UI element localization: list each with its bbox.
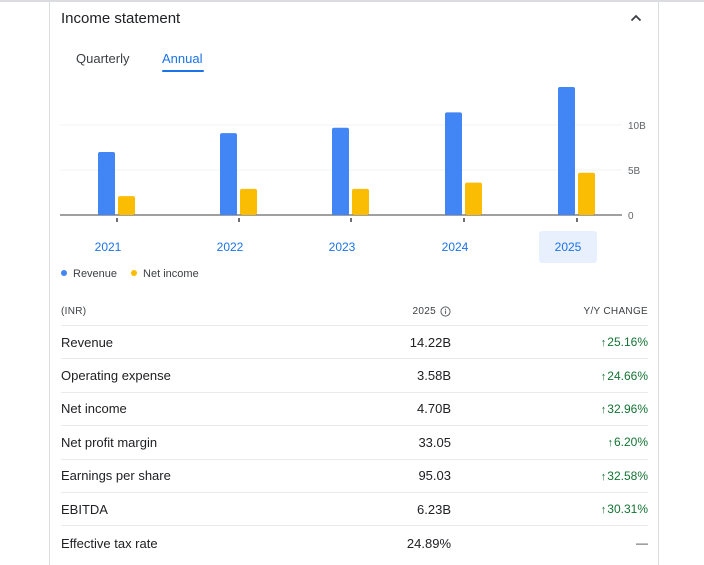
- y-tick-label: 0: [628, 211, 634, 222]
- row-change: ↑32.58%: [451, 469, 648, 483]
- arrow-up-icon: ↑: [600, 504, 607, 517]
- legend-net-income: Net income: [131, 268, 199, 280]
- table-row: Net income 4.70B ↑32.96%: [61, 393, 648, 427]
- tab-annual[interactable]: Annual: [162, 51, 203, 66]
- chevron-up-icon[interactable]: [628, 10, 644, 26]
- change-text: 24.66%: [607, 368, 648, 383]
- header-year: 2025: [351, 306, 451, 317]
- card-title: Income statement: [61, 10, 181, 27]
- revenue-bar: [558, 87, 575, 215]
- info-icon[interactable]: [440, 306, 451, 317]
- change-text: 32.58%: [607, 468, 648, 483]
- row-change: ↑6.20%: [451, 435, 648, 449]
- chart-legend: Revenue Net income: [61, 268, 199, 280]
- income-table: (INR) 2025 Y/Y CHANGE Revenue 14.22B ↑25.1…: [61, 298, 648, 560]
- row-change: ↑24.66%: [451, 369, 648, 383]
- row-change: —: [451, 536, 648, 550]
- row-label: Net profit margin: [61, 434, 158, 450]
- table-row: Revenue 14.22B ↑25.16%: [61, 326, 648, 360]
- table-row: Operating expense 3.58B ↑24.66%: [61, 359, 648, 393]
- row-change: ↑32.96%: [451, 402, 648, 416]
- table-header: (INR) 2025 Y/Y CHANGE: [61, 298, 648, 326]
- row-change: ↑25.16%: [451, 335, 648, 349]
- arrow-up-icon: ↑: [600, 403, 607, 416]
- header-currency: (INR): [61, 306, 87, 317]
- year-label[interactable]: 2024: [442, 240, 469, 254]
- row-label: Effective tax rate: [61, 535, 158, 551]
- y-tick-label: 10B: [628, 121, 646, 132]
- row-label: Operating expense: [61, 368, 171, 384]
- revenue-bar: [98, 152, 115, 215]
- row-change: ↑30.31%: [451, 502, 648, 516]
- change-text: 6.20%: [613, 435, 648, 450]
- selected-year-highlight[interactable]: [539, 231, 597, 263]
- net-income-bar: [118, 196, 135, 215]
- row-value: 3.58B: [417, 368, 451, 384]
- table-row: Net profit margin 33.05 ↑6.20%: [61, 426, 648, 460]
- y-tick-label: 5B: [628, 166, 641, 177]
- year-label[interactable]: 2023: [329, 240, 356, 254]
- row-label: EBITDA: [61, 501, 108, 517]
- active-tab-indicator: [162, 70, 204, 72]
- change-text: 25.16%: [607, 335, 648, 350]
- row-value: 6.23B: [417, 501, 451, 517]
- row-value: 33.05: [418, 434, 451, 450]
- row-value: 24.89%: [406, 535, 451, 551]
- change-text: 32.96%: [607, 401, 648, 416]
- change-text: 30.31%: [607, 502, 648, 517]
- net-income-bar: [352, 188, 369, 215]
- revenue-bar: [220, 133, 237, 215]
- revenue-bar: [332, 127, 349, 215]
- arrow-up-icon: ↑: [600, 470, 607, 483]
- row-value: 14.22B: [409, 334, 451, 350]
- arrow-up-icon: ↑: [600, 370, 607, 383]
- top-divider: [0, 0, 704, 2]
- table-row: EBITDA 6.23B ↑30.31%: [61, 493, 648, 527]
- revenue-bar: [445, 112, 462, 215]
- year-label[interactable]: 2025: [555, 240, 582, 254]
- row-value: 95.03: [418, 468, 451, 484]
- row-label: Earnings per share: [61, 468, 171, 484]
- header-yy-change: Y/Y CHANGE: [583, 306, 648, 317]
- row-label: Revenue: [61, 334, 114, 350]
- table-row: Effective tax rate 24.89% —: [61, 526, 648, 559]
- net-income-bar: [240, 188, 257, 215]
- year-label[interactable]: 2022: [217, 240, 244, 254]
- table-body: Revenue 14.22B ↑25.16% Operating expense 3.5…: [61, 326, 648, 560]
- net-income-bar: [465, 182, 482, 215]
- row-value: 4.70B: [417, 401, 451, 417]
- arrow-up-icon: ↑: [607, 437, 613, 450]
- income-statement-card: Income statement Quarterly Annual 0 5B 10B…: [49, 0, 659, 565]
- table-row: Earnings per share 95.03 ↑32.58%: [61, 460, 648, 493]
- arrow-up-icon: ↑: [600, 337, 607, 350]
- net-income-bar: [578, 172, 595, 215]
- year-label[interactable]: 2021: [95, 240, 122, 254]
- legend-revenue: Revenue: [61, 268, 117, 280]
- income-chart: 0 5B 10B 2021 2022 2023 2024 2025: [60, 87, 646, 263]
- change-text: —: [636, 536, 648, 551]
- row-label: Net income: [61, 401, 127, 417]
- tab-quarterly[interactable]: Quarterly: [76, 51, 130, 66]
